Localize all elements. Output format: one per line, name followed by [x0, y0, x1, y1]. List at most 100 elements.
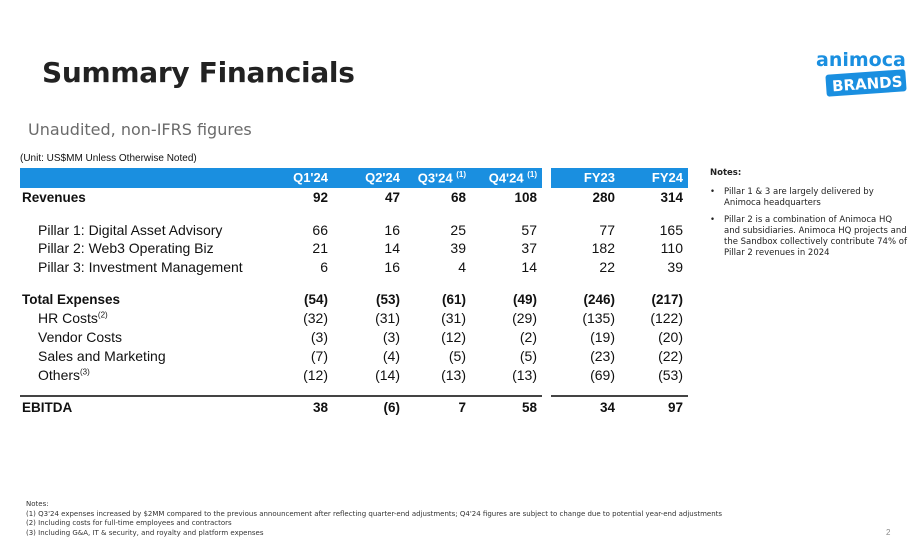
total-rule-fy [551, 395, 688, 397]
table-cell: 22 [599, 259, 615, 275]
footnote-line: Notes: [26, 500, 49, 508]
table-cell: 165 [659, 222, 683, 238]
table-cell: 38 [312, 400, 328, 415]
side-notes: Notes: • Pillar 1 & 3 are largely delive… [710, 168, 910, 265]
table-cell: (122) [650, 310, 683, 326]
table-cell: 39 [450, 240, 466, 256]
table-cell: (4) [382, 348, 400, 364]
table-cell: 110 [660, 240, 683, 256]
column-header: Q1'24 [293, 170, 328, 185]
table-cell: 280 [592, 190, 615, 205]
row-label: Pillar 3: Investment Management [38, 259, 243, 275]
table-cell: 92 [312, 190, 328, 205]
table-cell: 97 [667, 400, 683, 415]
table-cell: (53) [375, 292, 400, 307]
table-cell: 6 [320, 259, 328, 275]
table-cell: 58 [521, 400, 537, 415]
table-cell: 4 [458, 259, 466, 275]
table-cell: (5) [519, 348, 537, 364]
table-cell: (2) [519, 329, 537, 345]
table-cell: (135) [582, 310, 615, 326]
logo-badge [825, 69, 907, 97]
table-cell: (6) [383, 400, 401, 415]
row-label: HR Costs(2) [38, 310, 108, 326]
table-cell: 34 [599, 400, 615, 415]
page-title: Summary Financials [42, 56, 355, 89]
side-notes-title: Notes: [710, 168, 742, 178]
column-header: Q3'24 (1) [417, 170, 466, 186]
bullet-icon: • [710, 187, 716, 197]
table-cell: (7) [310, 348, 328, 364]
footnote-line: (3) Including G&A, IT & security, and ro… [26, 528, 264, 537]
table-cell: 21 [312, 240, 328, 256]
table-cell: 57 [521, 222, 537, 238]
animoca-brands-logo: animoca BRANDS [816, 49, 907, 97]
table-cell: (23) [590, 348, 615, 364]
logo-line2: BRANDS [832, 72, 903, 95]
table-cell: 7 [458, 400, 466, 415]
table-cell: 37 [521, 240, 537, 256]
side-note-text: Pillar 1 & 3 are largely delivered by An… [724, 187, 874, 208]
total-rule-quarters [20, 395, 542, 397]
table-cell: (217) [651, 292, 683, 307]
bullet-icon: • [710, 215, 716, 225]
row-label: Total Expenses [22, 292, 121, 307]
table-cell: (19) [590, 329, 615, 345]
side-note-text: Pillar 2 is a combination of Animoca HQ … [724, 215, 907, 258]
row-label: Pillar 1: Digital Asset Advisory [38, 222, 223, 238]
side-note-item: • Pillar 1 & 3 are largely delivered by … [710, 187, 910, 209]
table-cell: 16 [384, 222, 400, 238]
table-cell: (246) [583, 292, 615, 307]
table-cell: (61) [441, 292, 466, 307]
table-cell: (3) [310, 329, 328, 345]
column-header: FY24 [651, 170, 683, 185]
side-note-item: • Pillar 2 is a combination of Animoca H… [710, 215, 910, 259]
quarter-header-band [20, 168, 542, 188]
table-cell: 182 [591, 240, 615, 256]
row-label: Vendor Costs [38, 329, 123, 345]
table-cell: (12) [303, 367, 328, 383]
unit-note: (Unit: US$MM Unless Otherwise Noted) [20, 153, 197, 164]
row-label: Pillar 2: Web3 Operating Biz [38, 240, 214, 256]
footnote-line: (1) Q3'24 expenses increased by $2MM com… [26, 509, 723, 518]
row-label: Others(3) [38, 367, 90, 383]
table-cell: (13) [512, 367, 537, 383]
table-cell: (14) [375, 367, 400, 383]
column-header: Q4'24 (1) [488, 170, 537, 186]
table-cell: (53) [658, 367, 683, 383]
table-cell: 47 [384, 190, 400, 205]
table-cell: (49) [512, 292, 537, 307]
table-cell: (31) [375, 310, 400, 326]
table-cell: (22) [658, 348, 683, 364]
row-label: EBITDA [22, 400, 73, 415]
table-cell: (5) [448, 348, 466, 364]
page-subtitle: Unaudited, non-IFRS figures [28, 120, 252, 139]
table-cell: (12) [441, 329, 466, 345]
table-cell: 314 [660, 190, 683, 205]
table-cell: (32) [303, 310, 328, 326]
table-cell: 14 [521, 259, 537, 275]
footnotes: Notes: (1) Q3'24 expenses increased by $… [26, 500, 722, 538]
table-cell: (54) [303, 292, 328, 307]
table-cell: (29) [512, 310, 537, 326]
row-label: Sales and Marketing [38, 348, 166, 364]
column-header: FY23 [583, 170, 615, 185]
table-cell: 77 [599, 222, 615, 238]
row-label: Revenues [22, 190, 86, 205]
table-cell: (3) [382, 329, 400, 345]
table-cell: (13) [441, 367, 466, 383]
table-cell: (69) [590, 367, 615, 383]
footnote-line: (2) Including costs for full-time employ… [26, 519, 232, 527]
fiscal-year-header-band [551, 168, 688, 188]
table-cell: 25 [450, 222, 466, 238]
table-cell: 14 [384, 240, 400, 256]
table-cell: 108 [514, 190, 537, 205]
table-cell: 66 [312, 222, 328, 238]
table-cell: 16 [384, 259, 400, 275]
page-number: 2 [886, 528, 891, 537]
table-cell: (31) [441, 310, 466, 326]
logo-line1: animoca [816, 49, 906, 71]
table-cell: (20) [658, 329, 683, 345]
column-header: Q2'24 [365, 170, 400, 185]
table-cell: 39 [667, 259, 683, 275]
